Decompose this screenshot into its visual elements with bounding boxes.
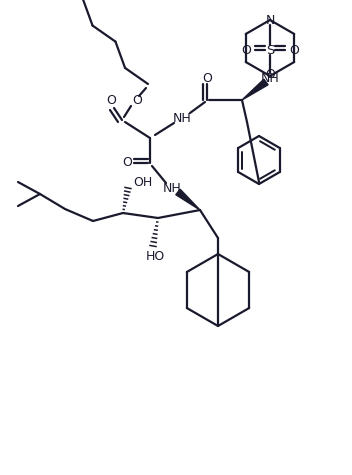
- Text: NH: NH: [163, 181, 181, 194]
- Text: OH: OH: [133, 177, 153, 190]
- Text: O: O: [132, 94, 142, 106]
- Polygon shape: [242, 79, 268, 100]
- Text: O: O: [289, 44, 299, 57]
- Text: NH: NH: [260, 72, 279, 85]
- Text: O: O: [122, 156, 132, 170]
- Text: O: O: [106, 94, 116, 106]
- Text: N: N: [265, 15, 275, 28]
- Text: O: O: [265, 68, 275, 82]
- Text: O: O: [241, 44, 251, 57]
- Polygon shape: [176, 190, 200, 210]
- Text: HO: HO: [145, 249, 165, 263]
- Text: S: S: [266, 44, 274, 57]
- Text: O: O: [202, 72, 212, 85]
- Text: NH: NH: [172, 112, 191, 124]
